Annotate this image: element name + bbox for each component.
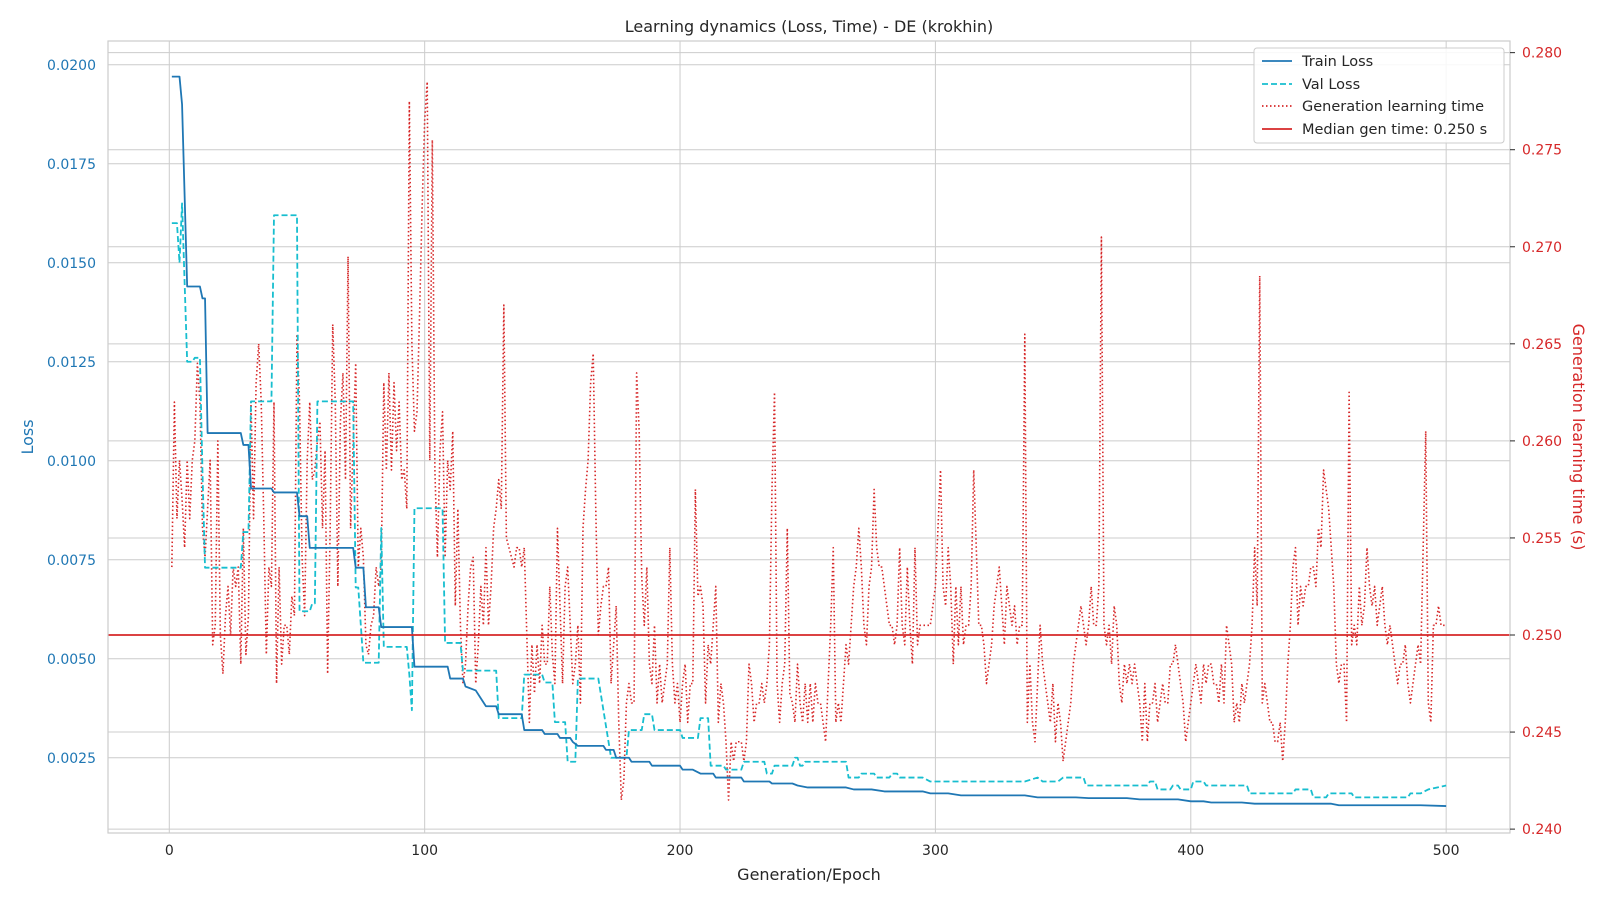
y-left-tick-label: 0.0025 [47,751,96,767]
plot-frame [107,40,1511,834]
series-line-generation-learning-time [171,80,1447,801]
x-tick-label: 200 [667,843,694,859]
series-line-val-loss [171,202,1447,799]
y-right-tick-label: 0.270 [1522,240,1562,256]
y-left-tick-label: 0.0075 [47,553,96,569]
x-tick-label: 400 [1177,843,1204,859]
legend-label-train-loss: Train Loss [1301,54,1373,70]
x-axis-ticks: 0 100 200 300 400 500 [165,843,1460,859]
y-left-tick-label: 0.0125 [47,355,96,371]
y-left-tick-label: 0.0200 [47,58,96,74]
left-axis-ticks: 0.0025 0.0050 0.0075 0.0100 0.0125 0.0150 0.01… [47,58,96,767]
legend-label-val-loss: Val Loss [1302,77,1360,93]
legend-box [1253,47,1505,144]
y-left-tick-label: 0.0050 [47,652,96,668]
y-right-tick-label: 0.265 [1522,337,1562,353]
y-right-tick-label: 0.255 [1522,531,1562,547]
x-axis-label: Generation/Epoch [737,865,881,884]
x-tick-label: 300 [922,843,949,859]
y-right-tick-label: 0.280 [1522,46,1562,62]
legend-label-median: Median gen time: 0.250 s [1302,122,1487,138]
y-right-tick-label: 0.250 [1522,628,1562,644]
legend: Train Loss Val Loss Generation learning … [1253,47,1505,144]
y-left-tick-label: 0.0100 [47,454,96,470]
y-right-tick-label: 0.275 [1522,143,1562,159]
legend-label-gen-time: Generation learning time [1302,99,1484,115]
y-left-tick-label: 0.0175 [47,157,96,173]
x-tick-label: 0 [165,843,174,859]
y-left-tick-label: 0.0150 [47,256,96,272]
grid [108,41,1510,833]
x-tick-label: 100 [411,843,438,859]
y-right-tick-label: 0.260 [1522,434,1562,450]
series-layer [108,75,1510,807]
y-right-tick-label: 0.240 [1522,822,1562,838]
x-tick-label: 500 [1433,843,1460,859]
left-axis-label: Loss [18,419,37,454]
right-axis-ticks: 0.240 0.245 0.250 0.255 0.260 0.265 0.270 0.275… [1510,46,1562,838]
y-right-tick-label: 0.245 [1522,725,1562,741]
right-axis-label: Generation learning time (s) [1569,324,1588,551]
series-line-train-loss [171,75,1447,807]
chart-title: Learning dynamics (Loss, Time) - DE (kro… [625,17,994,36]
